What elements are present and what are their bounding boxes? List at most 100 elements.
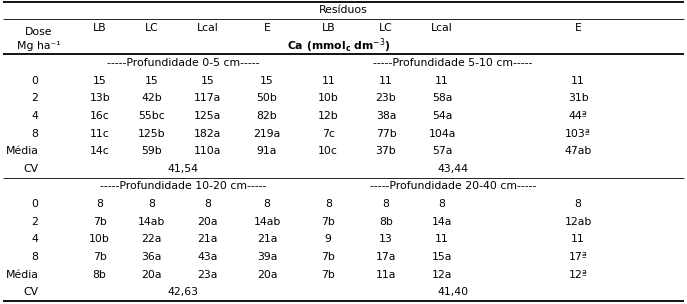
Text: 59b: 59b — [141, 146, 161, 156]
Text: 8: 8 — [96, 199, 103, 209]
Text: 47ab: 47ab — [565, 146, 592, 156]
Text: 14a: 14a — [432, 217, 452, 227]
Text: 17ª: 17ª — [569, 252, 587, 262]
Text: 0: 0 — [32, 76, 38, 86]
Text: 15: 15 — [144, 76, 158, 86]
Text: 21a: 21a — [257, 234, 277, 244]
Text: 23b: 23b — [376, 93, 396, 103]
Text: 0: 0 — [32, 199, 38, 209]
Text: 11: 11 — [436, 76, 449, 86]
Text: Média: Média — [5, 270, 38, 280]
Text: 77b: 77b — [376, 129, 396, 139]
Text: 21a: 21a — [197, 234, 218, 244]
Text: -----Profundidade 5-10 cm-----: -----Profundidade 5-10 cm----- — [374, 58, 533, 68]
Text: 15: 15 — [93, 76, 106, 86]
Text: 14ab: 14ab — [137, 217, 165, 227]
Text: 12ab: 12ab — [565, 217, 592, 227]
Text: 8: 8 — [32, 252, 38, 262]
Text: 8: 8 — [325, 199, 332, 209]
Text: Ca (mmol$_\mathregular{c}$ dm$^{-3}$): Ca (mmol$_\mathregular{c}$ dm$^{-3}$) — [287, 36, 391, 55]
Text: 4: 4 — [32, 234, 38, 244]
Text: 103ª: 103ª — [565, 129, 591, 139]
Text: 8b: 8b — [379, 217, 393, 227]
Text: 14c: 14c — [90, 146, 109, 156]
Text: 12ª: 12ª — [569, 270, 587, 280]
Text: 2: 2 — [32, 93, 38, 103]
Text: 8b: 8b — [93, 270, 106, 280]
Text: 11: 11 — [379, 76, 393, 86]
Text: Dose: Dose — [25, 27, 52, 37]
Text: LB: LB — [93, 23, 106, 33]
Text: 8: 8 — [148, 199, 155, 209]
Text: Mg ha⁻¹: Mg ha⁻¹ — [16, 40, 60, 50]
Text: 82b: 82b — [257, 111, 278, 121]
Text: 10c: 10c — [318, 146, 338, 156]
Text: 8: 8 — [383, 199, 390, 209]
Text: LC: LC — [144, 23, 158, 33]
Text: 7b: 7b — [322, 252, 335, 262]
Text: 39a: 39a — [257, 252, 277, 262]
Text: 219a: 219a — [254, 129, 280, 139]
Text: 110a: 110a — [194, 146, 221, 156]
Text: 57a: 57a — [432, 146, 452, 156]
Text: 16c: 16c — [90, 111, 109, 121]
Text: 12b: 12b — [318, 111, 339, 121]
Text: -----Profundidade 20-40 cm-----: -----Profundidade 20-40 cm----- — [370, 181, 537, 192]
Text: Média: Média — [5, 146, 38, 156]
Text: 14ab: 14ab — [254, 217, 281, 227]
Text: CV: CV — [23, 164, 38, 174]
Text: E: E — [575, 23, 582, 33]
Text: LC: LC — [379, 23, 393, 33]
Text: 91a: 91a — [257, 146, 277, 156]
Text: 38a: 38a — [376, 111, 396, 121]
Text: 10b: 10b — [318, 93, 339, 103]
Text: 104a: 104a — [429, 129, 455, 139]
Text: 8: 8 — [264, 199, 271, 209]
Text: 20a: 20a — [141, 270, 161, 280]
Text: 20a: 20a — [197, 217, 218, 227]
Text: 7b: 7b — [93, 252, 106, 262]
Text: Lcal: Lcal — [431, 23, 453, 33]
Text: 54a: 54a — [432, 111, 452, 121]
Text: 58a: 58a — [432, 93, 452, 103]
Text: 42b: 42b — [141, 93, 161, 103]
Text: 20a: 20a — [257, 270, 278, 280]
Text: 8: 8 — [32, 129, 38, 139]
Text: 17a: 17a — [376, 252, 396, 262]
Text: 22a: 22a — [141, 234, 161, 244]
Text: 11c: 11c — [90, 129, 109, 139]
Text: 13: 13 — [379, 234, 393, 244]
Text: 9: 9 — [325, 234, 332, 244]
Text: 182a: 182a — [194, 129, 221, 139]
Text: 8: 8 — [575, 199, 582, 209]
Text: 7b: 7b — [322, 270, 335, 280]
Text: 11: 11 — [572, 234, 585, 244]
Text: 2: 2 — [32, 217, 38, 227]
Text: 125a: 125a — [194, 111, 221, 121]
Text: LB: LB — [322, 23, 335, 33]
Text: 43a: 43a — [197, 252, 218, 262]
Text: 15a: 15a — [432, 252, 452, 262]
Text: 117a: 117a — [194, 93, 221, 103]
Text: 43,44: 43,44 — [438, 164, 469, 174]
Text: 11: 11 — [322, 76, 335, 86]
Text: 50b: 50b — [256, 93, 278, 103]
Text: Lcal: Lcal — [196, 23, 218, 33]
Text: 55bc: 55bc — [138, 111, 165, 121]
Text: 42,63: 42,63 — [168, 287, 199, 297]
Text: 36a: 36a — [141, 252, 161, 262]
Text: 7b: 7b — [322, 217, 335, 227]
Text: -----Profundidade 10-20 cm-----: -----Profundidade 10-20 cm----- — [100, 181, 267, 192]
Text: 37b: 37b — [376, 146, 396, 156]
Text: 11: 11 — [572, 76, 585, 86]
Text: 8: 8 — [204, 199, 211, 209]
Text: CV: CV — [23, 287, 38, 297]
Text: 15: 15 — [201, 76, 214, 86]
Text: 23a: 23a — [197, 270, 218, 280]
Text: -----Profundidade 0-5 cm-----: -----Profundidade 0-5 cm----- — [107, 58, 260, 68]
Text: 12a: 12a — [432, 270, 452, 280]
Text: 7b: 7b — [93, 217, 106, 227]
Text: 11a: 11a — [376, 270, 396, 280]
Text: 125b: 125b — [137, 129, 165, 139]
Text: 7c: 7c — [322, 129, 335, 139]
